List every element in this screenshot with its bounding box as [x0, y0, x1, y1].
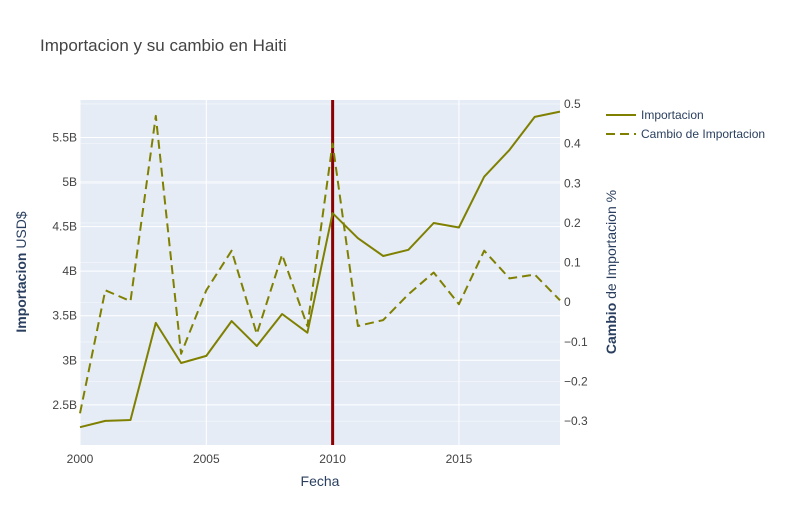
y2-tick-label: 0.1	[564, 256, 581, 270]
y-tick-label: 5B	[62, 175, 77, 189]
legend: Importacion Cambio de Importacion	[606, 108, 765, 141]
legend-label: Importacion	[641, 108, 704, 122]
series-layer	[79, 110, 561, 429]
y2-tick-label: 0.4	[564, 137, 581, 151]
chart-title: Importacion y su cambio en Haiti	[40, 36, 287, 55]
x-axis-title: Fecha	[301, 473, 340, 489]
y2-axis-title-bold: Cambio	[603, 303, 619, 354]
y2-axis-title: Cambio de Importacion %	[603, 190, 619, 354]
x-axis-ticks: 2000 2005 2010 2015	[67, 452, 473, 466]
x-tick-label: 2000	[67, 452, 94, 466]
y-axis-title: Importacion USD$	[13, 211, 29, 333]
y-tick-label: 3B	[62, 353, 77, 367]
x-tick-label: 2015	[446, 452, 473, 466]
y-tick-label: 4.5B	[52, 220, 77, 234]
y-tick-label: 2.5B	[52, 398, 77, 412]
y2-tick-label: 0	[564, 295, 571, 309]
x-tick-label: 2010	[319, 452, 346, 466]
y2-axis-title-rest: de Importacion %	[603, 190, 619, 303]
y2-tick-label: 0.5	[564, 97, 581, 111]
y2-tick-label: −0.2	[564, 375, 588, 389]
y2-tick-label: −0.3	[564, 414, 588, 428]
y-axis-ticks: 2.5B 3B 3.5B 4B 4.5B 5B 5.5B	[52, 130, 77, 411]
series-line-importacion	[79, 110, 561, 429]
y-axis-title-unit: USD$	[13, 211, 29, 252]
legend-label: Cambio de Importacion	[641, 127, 765, 141]
x-tick-label: 2005	[193, 452, 220, 466]
y-tick-label: 3.5B	[52, 309, 77, 323]
series-line-cambio-de-importacion	[79, 114, 561, 414]
y-tick-label: 5.5B	[52, 130, 77, 144]
y2-tick-label: 0.2	[564, 216, 581, 230]
y2-axis-ticks: −0.3 −0.2 −0.1 0 0.1 0.2 0.3 0.4 0.5	[564, 97, 588, 428]
y-axis-title-bold: Importacion	[13, 253, 29, 333]
y2-tick-label: 0.3	[564, 176, 581, 190]
y2-tick-label: −0.1	[564, 335, 588, 349]
y-tick-label: 4B	[62, 264, 77, 278]
